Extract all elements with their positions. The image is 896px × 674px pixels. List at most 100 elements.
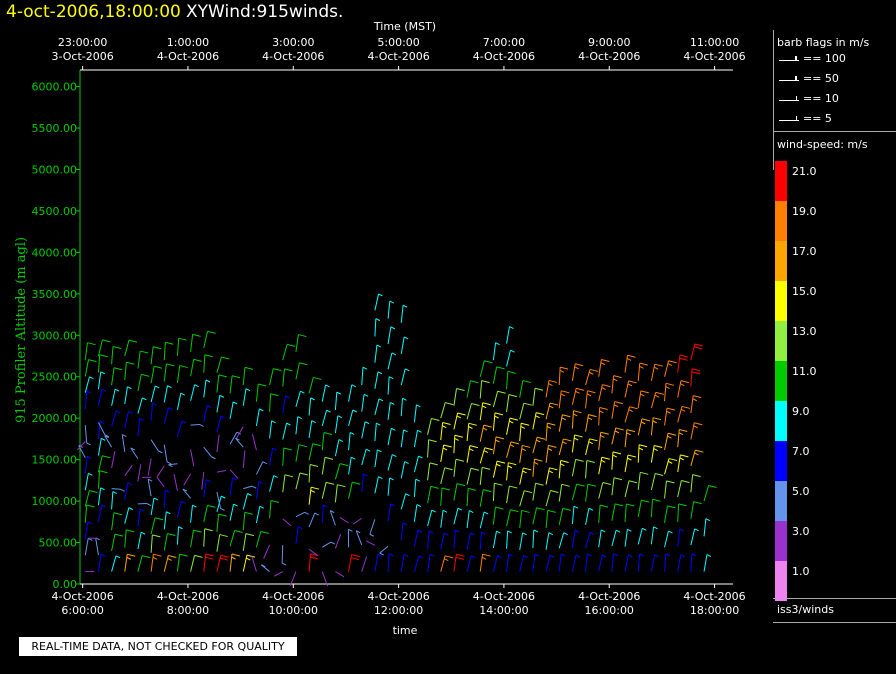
wind-barb — [97, 354, 108, 373]
barb-staff — [677, 529, 681, 547]
barb-feather — [652, 420, 658, 424]
wind-barb — [269, 475, 278, 492]
barb-feather — [666, 480, 675, 484]
wind-barb — [558, 414, 571, 432]
barb-staff — [229, 477, 234, 496]
wind-barb — [479, 380, 490, 399]
x-tick-date: 4-Oct-2006 — [157, 590, 219, 603]
barb-feather — [534, 553, 540, 557]
wind-barb — [637, 390, 649, 409]
wind-barb — [519, 490, 533, 507]
barb-staff — [374, 554, 379, 572]
barb-staff — [440, 532, 445, 550]
barb-staff — [558, 367, 561, 386]
wind-barb — [308, 420, 316, 438]
x-tick-time: 16:00:00 — [585, 604, 634, 617]
barb-feather — [388, 553, 394, 557]
wind-barb — [677, 554, 686, 572]
barb-feather — [679, 457, 685, 461]
barb-staff — [269, 368, 274, 386]
barb-feather — [560, 463, 565, 467]
wind-barb — [532, 482, 544, 501]
barb-feather — [417, 429, 422, 433]
barb-feather — [522, 444, 531, 448]
wind-barb — [492, 366, 505, 384]
wind-barb — [365, 540, 376, 546]
wind-barb — [453, 529, 460, 548]
barb-staff — [269, 393, 272, 412]
wind-barb — [374, 318, 381, 337]
wind-barb — [203, 553, 214, 572]
barb-staff — [690, 501, 695, 519]
barb-staff — [585, 553, 588, 572]
barb-staff — [348, 457, 352, 475]
barb-feather — [548, 383, 553, 386]
barb-staff — [558, 553, 562, 572]
barb-feather — [194, 554, 203, 558]
barb-feather — [573, 410, 582, 414]
barb-staff — [97, 339, 103, 357]
barb-feather — [390, 503, 395, 507]
barb-feather — [668, 360, 677, 364]
barb-feather — [299, 472, 308, 476]
barb-feather — [509, 420, 514, 424]
wind-speed-swatch — [775, 201, 787, 241]
barb-staff — [664, 553, 667, 572]
barb-feather — [456, 553, 465, 557]
barb-staff — [163, 533, 168, 551]
barb-staff — [479, 511, 485, 529]
barb-staff — [479, 402, 484, 421]
barb-staff — [242, 450, 246, 468]
wind-barb — [598, 529, 606, 548]
barb-feather — [403, 553, 409, 557]
barb-staff — [427, 439, 430, 458]
wind-speed-label: 15.0 — [792, 285, 817, 298]
wind-barb — [453, 458, 465, 477]
wind-barb — [506, 417, 519, 435]
barb-feather — [562, 507, 571, 511]
wind-barb — [163, 444, 172, 465]
barb-feather — [692, 368, 701, 372]
barb-feather — [679, 528, 684, 532]
wind-barb — [479, 402, 491, 421]
barb-feather — [262, 461, 268, 465]
wind-barb — [427, 417, 440, 435]
wind-barb — [147, 458, 152, 476]
wind-speed-label: 7.0 — [792, 445, 810, 458]
wind-barb — [387, 326, 396, 345]
barb-feather — [640, 471, 649, 475]
barb-staff — [255, 481, 260, 499]
wind-barb — [677, 454, 689, 473]
barb-feather — [259, 505, 265, 509]
barb-staff — [348, 482, 353, 499]
barb-staff — [229, 553, 233, 572]
barb-staff — [532, 507, 538, 525]
barb-feather — [534, 387, 544, 391]
wind-barb — [269, 420, 276, 439]
barb-staff — [598, 359, 602, 377]
barb-staff — [387, 376, 390, 395]
barb-feather — [640, 393, 645, 397]
barb-feather — [365, 448, 371, 452]
barb-feather — [693, 395, 702, 399]
barb-feather — [404, 368, 410, 372]
wind-barb — [466, 403, 480, 420]
barb-staff — [506, 485, 510, 504]
barb-staff — [453, 483, 458, 501]
barb-feather — [128, 410, 133, 414]
wind-barb — [532, 529, 539, 548]
wind-barb — [400, 304, 408, 323]
barb-staff — [506, 530, 509, 549]
barb-staff — [111, 488, 121, 490]
barb-staff — [168, 463, 178, 466]
wind-barb — [374, 293, 383, 311]
barb-feather — [140, 531, 146, 535]
barb-staff — [282, 368, 285, 387]
wind-barb — [506, 326, 514, 344]
barb-feather — [668, 530, 673, 534]
barb-feather — [207, 330, 216, 334]
wind-barb — [519, 554, 528, 572]
barb-staff — [558, 532, 565, 549]
barb-feather — [602, 554, 607, 558]
